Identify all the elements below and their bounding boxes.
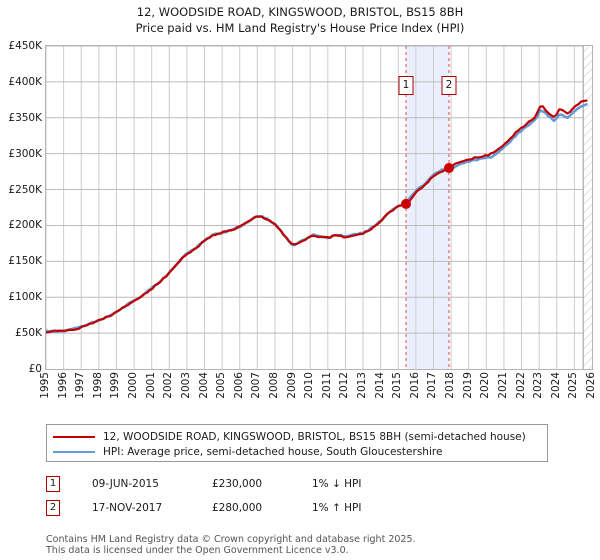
chart-title-block: 12, WOODSIDE ROAD, KINGSWOOD, BRISTOL, B… [0,4,600,36]
x-axis-tick-label: 2013 [356,372,369,399]
y-axis-tick-label: £250K [8,183,42,196]
x-axis: 1995 1996 1997 1998 1999 2000 2001 2002 2003 2004… [39,372,597,414]
x-axis-tick-label: 2015 [391,372,404,399]
x-axis-tick-label: 2009 [285,372,298,399]
footer-line-2: This data is licensed under the Open Gov… [46,545,349,556]
x-axis-tick-label: 2017 [426,372,439,399]
x-axis-tick-label: 2020 [479,372,492,399]
x-axis-tick-label: 2018 [444,372,457,399]
y-axis-tick-label: £200K [8,219,42,232]
x-axis-tick-label: 2025 [567,372,580,399]
y-axis-tick-label: £300K [8,147,42,160]
y-axis-tick-label: £150K [8,255,42,268]
y-axis-tick-label: £400K [8,75,42,88]
x-axis-tick-label: 2026 [585,372,597,399]
legend-swatch-property [53,435,95,438]
price-history-line-chart [46,46,592,369]
legend-label-hpi: HPI: Average price, semi-detached house,… [103,445,443,458]
x-axis-tick-label: 2021 [496,372,509,399]
legend-item-property: 12, WOODSIDE ROAD, KINGSWOOD, BRISTOL, B… [47,429,547,444]
copyright-footer: Contains HM Land Registry data © Crown c… [46,534,586,556]
x-axis-tick-label: 2007 [250,372,263,399]
legend-swatch-hpi [53,450,95,453]
y-axis-tick-label: £0 [28,363,42,375]
x-axis-tick-label: 2008 [267,372,280,399]
chart-marker-2: 2 [441,76,457,95]
x-axis-tick-label: 2010 [303,372,316,399]
page-title: 12, WOODSIDE ROAD, KINGSWOOD, BRISTOL, B… [136,5,464,19]
legend-label-property: 12, WOODSIDE ROAD, KINGSWOOD, BRISTOL, B… [103,430,526,443]
transaction-price: £280,000 [212,502,263,514]
x-axis-tick-label: 2024 [549,372,562,399]
table-row: 1 09-JUN-2015 £230,000 1% ↓ HPI [46,472,566,496]
x-axis-tick-label: 2011 [320,372,333,399]
x-axis-tick-label: 2004 [197,372,210,399]
x-axis-tick-label: 1996 [56,372,69,399]
transaction-hpi-delta: 1% ↓ HPI [312,478,362,490]
x-axis-tick-label: 1995 [39,372,51,399]
x-axis-tick-label: 2016 [408,372,421,399]
legend-item-hpi: HPI: Average price, semi-detached house,… [47,444,547,459]
table-row: 2 17-NOV-2017 £280,000 1% ↑ HPI [46,496,566,520]
x-axis-tick-label: 2012 [338,372,351,399]
x-axis-tick-label: 2019 [461,372,474,399]
x-axis-tick-label: 2014 [373,372,386,399]
x-axis-tick-label: 1998 [91,372,104,399]
chart-legend: 12, WOODSIDE ROAD, KINGSWOOD, BRISTOL, B… [46,424,548,462]
page-subtitle: Price paid vs. HM Land Registry's House … [135,21,465,35]
chart-marker-1: 1 [398,76,414,95]
x-axis-tick-label: 2005 [215,372,228,399]
y-axis-tick-label: £350K [8,111,42,124]
x-axis-tick-label: 2000 [127,372,140,399]
y-axis-tick-label: £450K [8,40,42,52]
transaction-date: 17-NOV-2017 [92,502,163,514]
x-axis-tick-label: 2001 [144,372,157,399]
plot-region [45,45,593,370]
footer-line-1: Contains HM Land Registry data © Crown c… [46,534,416,545]
x-axis-tick-label: 1997 [74,372,87,399]
transaction-price: £230,000 [212,478,263,490]
transaction-index-badge: 2 [46,500,60,516]
x-axis-tick-label: 2023 [532,372,545,399]
transaction-index-badge: 1 [46,476,60,492]
x-axis-tick-label: 2003 [179,372,192,399]
y-axis-tick-label: £100K [8,291,42,304]
x-axis-tick-label: 2022 [514,372,527,399]
x-axis-tick-label: 1999 [109,372,122,399]
transaction-date: 09-JUN-2015 [92,478,159,490]
x-axis-tick-label: 2002 [162,372,175,399]
y-axis-tick-label: £50K [15,327,42,340]
transaction-hpi-delta: 1% ↑ HPI [312,502,362,514]
transaction-list: 1 09-JUN-2015 £230,000 1% ↓ HPI 2 17-NOV… [46,472,566,520]
x-axis-tick-label: 2006 [232,372,245,399]
